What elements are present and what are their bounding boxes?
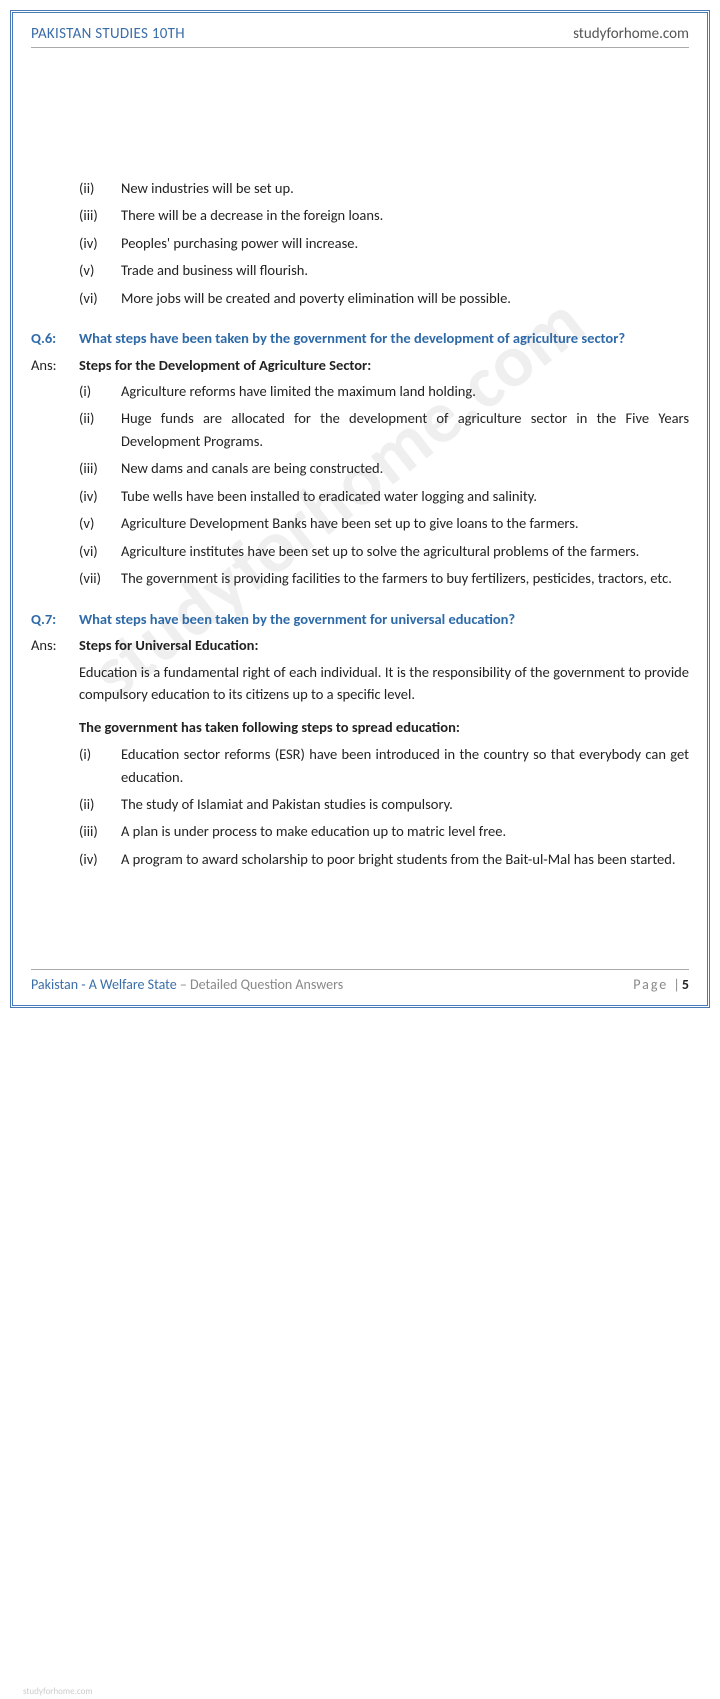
q7-subheading: The government has taken following steps…	[31, 716, 689, 738]
list-marker: (iii)	[79, 204, 121, 226]
list-text: Agriculture reforms have limited the max…	[121, 380, 689, 402]
page-number: 5	[682, 976, 689, 993]
ans-label: Ans:	[31, 354, 79, 376]
question-7: Q.7: What steps have been taken by the g…	[31, 608, 689, 630]
q7-list: (i)Education sector reforms (ESR) have b…	[31, 743, 689, 870]
list-text: Agriculture Development Banks have been …	[121, 512, 689, 534]
page-frame: PAKISTAN STUDIES 10TH studyforhome.com s…	[10, 10, 710, 1008]
list-marker: (iv)	[79, 485, 121, 507]
list-text: More jobs will be created and poverty el…	[121, 287, 689, 309]
list-text: Tube wells have been installed to eradic…	[121, 485, 689, 507]
list-item: (i)Agriculture reforms have limited the …	[31, 380, 689, 402]
list-marker: (ii)	[79, 177, 121, 199]
footer-title: Pakistan - A Welfare State	[31, 976, 177, 993]
list-text: A program to award scholarship to poor b…	[121, 848, 689, 870]
list-text: There will be a decrease in the foreign …	[121, 204, 689, 226]
list-item: (v)Trade and business will flourish.	[31, 259, 689, 281]
list-text: Trade and business will flourish.	[121, 259, 689, 281]
q7-text: What steps have been taken by the govern…	[79, 608, 689, 630]
answer-6-heading: Ans: Steps for the Development of Agricu…	[31, 354, 689, 376]
ans-heading: Steps for the Development of Agriculture…	[79, 354, 689, 376]
list-item: (ii)Huge funds are allocated for the dev…	[31, 407, 689, 452]
list-marker: (vi)	[79, 540, 121, 562]
list-marker: (iv)	[79, 848, 121, 870]
list-marker: (iii)	[79, 457, 121, 479]
header-title: PAKISTAN STUDIES 10TH	[31, 25, 185, 43]
list-item: (iii)There will be a decrease in the for…	[31, 204, 689, 226]
list-item: (iii)A plan is under process to make edu…	[31, 820, 689, 842]
list-text: New dams and canals are being constructe…	[121, 457, 689, 479]
list-marker: (v)	[79, 259, 121, 281]
list-text: The study of Islamiat and Pakistan studi…	[121, 793, 689, 815]
list-text: Huge funds are allocated for the develop…	[121, 407, 689, 452]
list-marker: (v)	[79, 512, 121, 534]
list-item: (iii)New dams and canals are being const…	[31, 457, 689, 479]
list-marker: (vi)	[79, 287, 121, 309]
list-item: (vi)Agriculture institutes have been set…	[31, 540, 689, 562]
list-text: Agriculture institutes have been set up …	[121, 540, 689, 562]
footer-title-block: Pakistan - A Welfare State – Detailed Qu…	[31, 976, 343, 993]
small-watermark: studyforhome.com	[23, 1685, 681, 1699]
list-text: Education sector reforms (ESR) have been…	[121, 743, 689, 788]
page-footer: Pakistan - A Welfare State – Detailed Qu…	[31, 969, 689, 993]
ans-heading: Steps for Universal Education:	[79, 634, 689, 656]
list-marker: (ii)	[79, 407, 121, 452]
page-content: studyforhome.com (ii)New industries will…	[31, 62, 689, 969]
list-item: (iv)Tube wells have been installed to er…	[31, 485, 689, 507]
question-6: Q.6: What steps have been taken by the g…	[31, 327, 689, 349]
ans-label: Ans:	[31, 634, 79, 656]
q6-text: What steps have been taken by the govern…	[79, 327, 689, 349]
footer-page: Page |5	[633, 976, 689, 993]
list-text: The government is providing facilities t…	[121, 567, 689, 589]
list-text: New industries will be set up.	[121, 177, 689, 199]
page-label: Page |	[633, 976, 682, 993]
list-item: (i)Education sector reforms (ESR) have b…	[31, 743, 689, 788]
list-marker: (i)	[79, 380, 121, 402]
q7-label: Q.7:	[31, 608, 79, 630]
list-item: (ii)The study of Islamiat and Pakistan s…	[31, 793, 689, 815]
header-site: studyforhome.com	[573, 25, 689, 43]
q7-intro: Education is a fundamental right of each…	[31, 661, 689, 706]
list-item: (vi)More jobs will be created and povert…	[31, 287, 689, 309]
list-item: (iv)A program to award scholarship to po…	[31, 848, 689, 870]
page-header: PAKISTAN STUDIES 10TH studyforhome.com	[31, 25, 689, 48]
list-marker: (vii)	[79, 567, 121, 589]
list-item: (v)Agriculture Development Banks have be…	[31, 512, 689, 534]
list-item: (iv)Peoples' purchasing power will incre…	[31, 232, 689, 254]
list-marker: (ii)	[79, 793, 121, 815]
list-text: A plan is under process to make educatio…	[121, 820, 689, 842]
answer-7-heading: Ans: Steps for Universal Education:	[31, 634, 689, 656]
list-item: (vii)The government is providing facilit…	[31, 567, 689, 589]
q6-list: (i)Agriculture reforms have limited the …	[31, 380, 689, 590]
list-marker: (iii)	[79, 820, 121, 842]
list-item: (ii)New industries will be set up.	[31, 177, 689, 199]
list-marker: (iv)	[79, 232, 121, 254]
top-list: (ii)New industries will be set up.(iii)T…	[31, 177, 689, 309]
q6-label: Q.6:	[31, 327, 79, 349]
list-marker: (i)	[79, 743, 121, 788]
list-text: Peoples' purchasing power will increase.	[121, 232, 689, 254]
footer-subtitle: – Detailed Question Answers	[177, 976, 344, 993]
